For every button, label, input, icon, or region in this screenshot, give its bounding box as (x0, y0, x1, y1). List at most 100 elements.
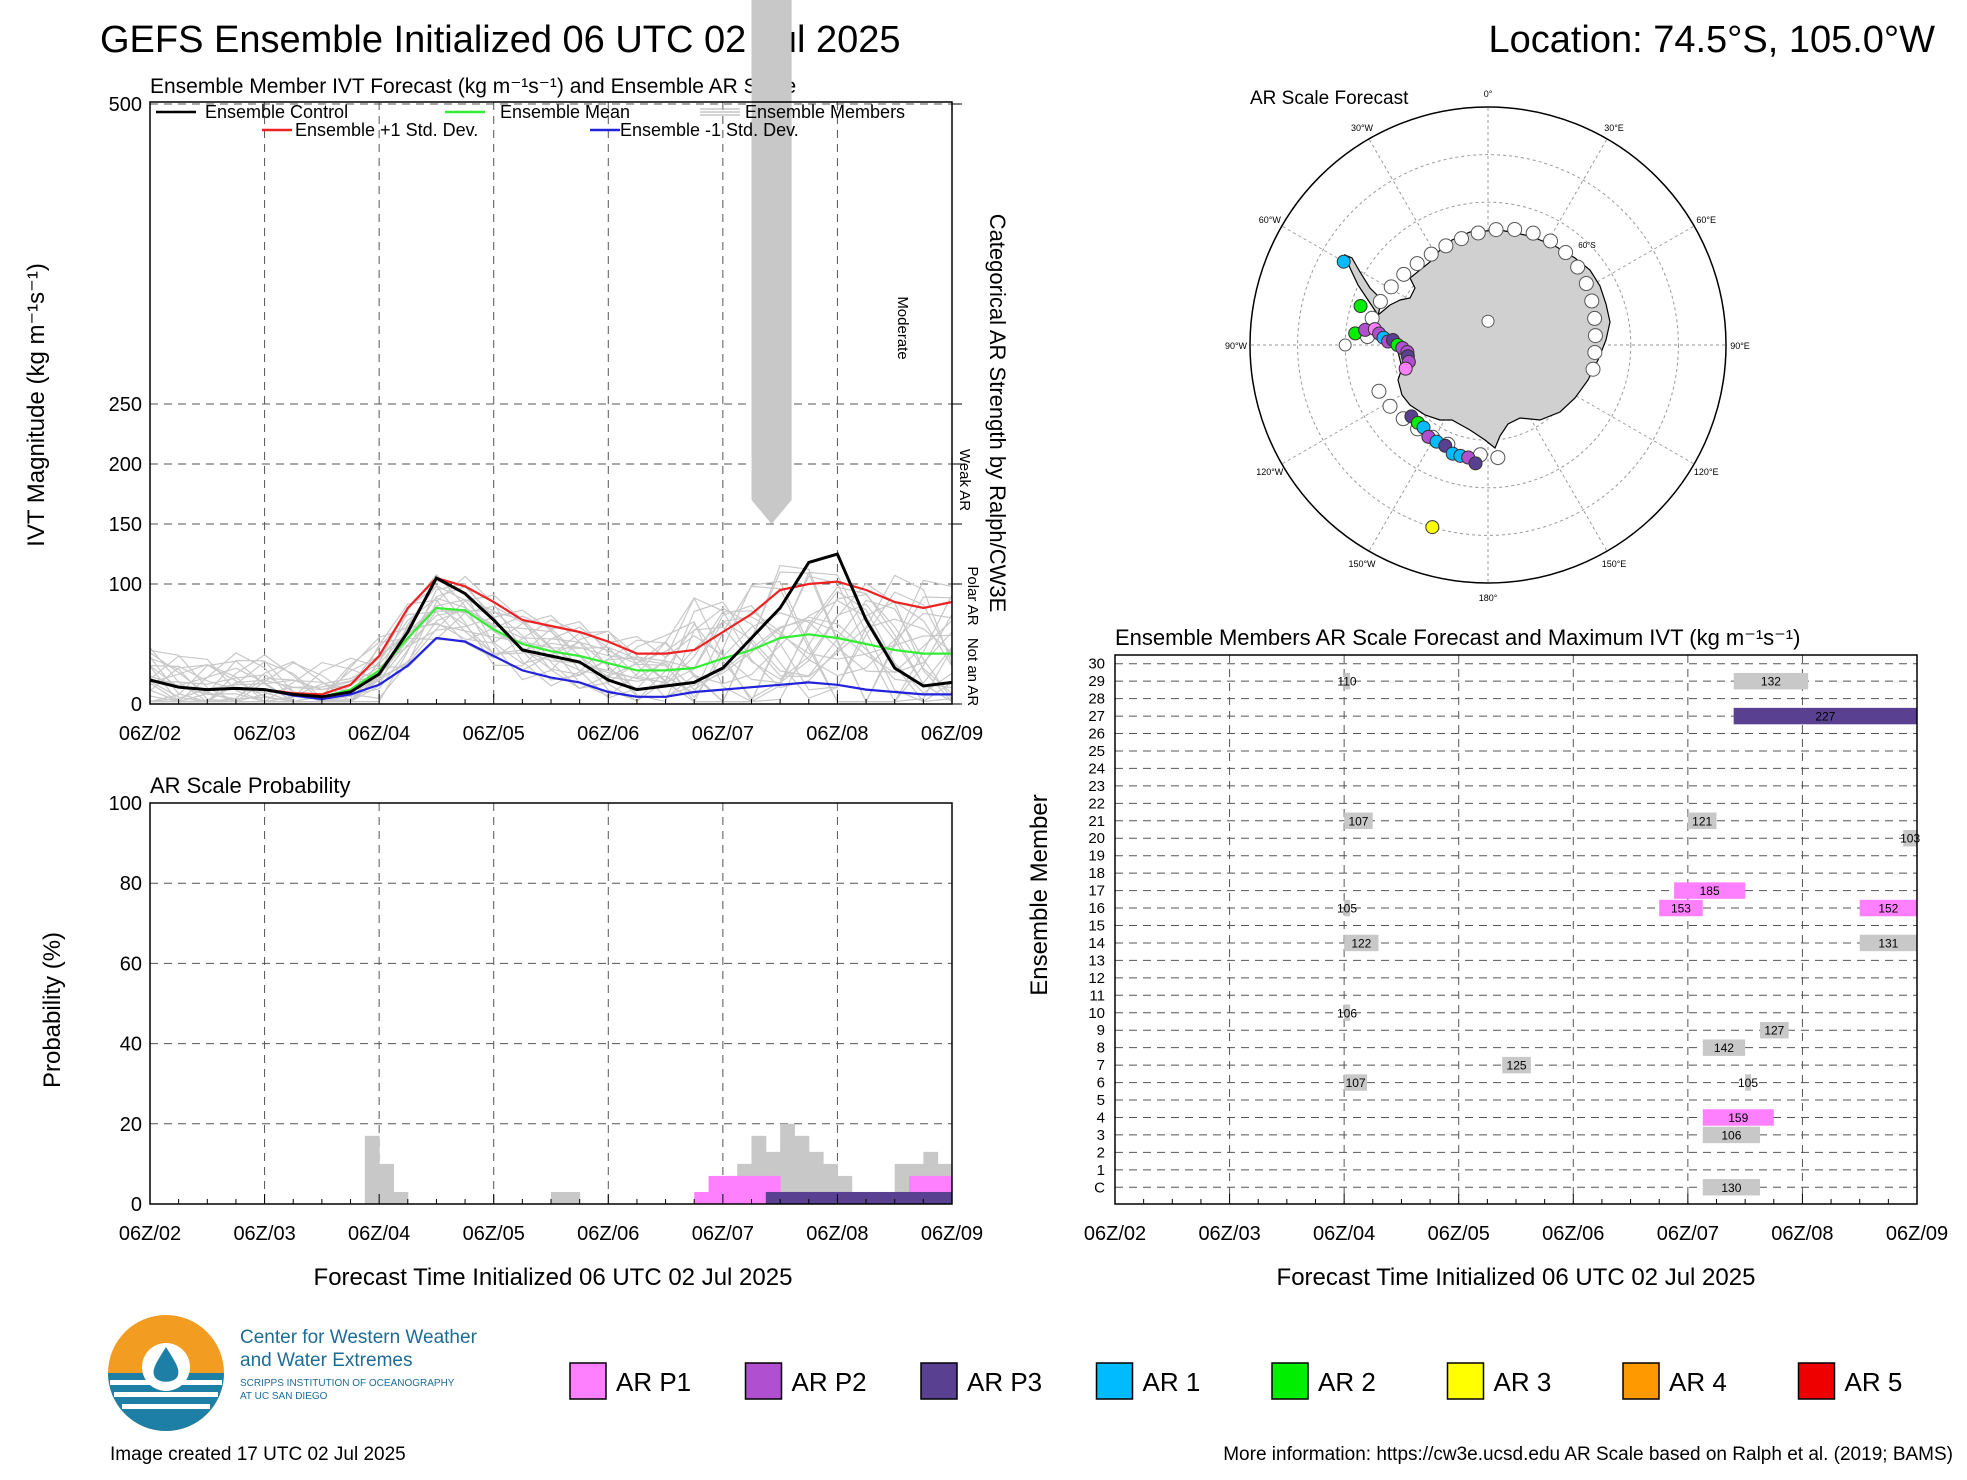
map-marker-not-ar (1490, 450, 1506, 466)
map-marker-not-ar (1585, 361, 1601, 377)
member-ivt-value: 153 (1671, 902, 1691, 916)
series-line-control (149, 552, 953, 699)
prob-bar (851, 1191, 867, 1204)
meridian-line (1281, 225, 1489, 346)
legend-swatch-ar-1 (1095, 1362, 1134, 1400)
legend-label-ar-4: AR 4 (1669, 1367, 1727, 1397)
prob-bar (823, 1191, 838, 1204)
location-label: Location: 74.5°S, 105.0°W (1488, 19, 1935, 61)
ens-row-label: 10 (1088, 1005, 1105, 1022)
ens-row-label: 14 (1088, 935, 1105, 952)
ens-row-label: 23 (1088, 778, 1105, 795)
ens-row-label: 12 (1088, 970, 1105, 987)
ivt-ytick-label: 500 (109, 94, 142, 116)
logo-drop-icon (153, 1347, 179, 1382)
ar-category-label: Weak AR (956, 449, 973, 511)
ens-row-label: 1 (1097, 1162, 1105, 1179)
ens-row-label: 3 (1097, 1127, 1105, 1144)
ens-row-label: 4 (1097, 1109, 1105, 1126)
prob-xtick-label: 06Z/06 (577, 1223, 639, 1245)
ens-row-label: 20 (1088, 830, 1105, 847)
member-ivt-value: 159 (1728, 1111, 1748, 1125)
member-event-bar (1903, 830, 1917, 847)
prob-bar (780, 1123, 795, 1204)
ens-row-label: 17 (1088, 883, 1105, 900)
ivt-ytick-label: 100 (109, 574, 142, 596)
meridian-line (1281, 344, 1489, 465)
member-event-bar (1502, 1056, 1531, 1074)
prob-xtick-label: 06Z/09 (921, 1223, 983, 1245)
longitude-label: 120°W (1256, 467, 1284, 477)
ivt-forecast-panel: Ensemble Member IVT Forecast (kg m⁻¹s⁻¹)… (23, 0, 1010, 745)
ensemble-member-lines (149, 564, 953, 703)
prob-bar (894, 1191, 910, 1204)
logo-line4: AT UC SAN DIEGO (240, 1391, 328, 1402)
cw3e-logo: Center for Western Weather and Water Ext… (108, 1315, 478, 1431)
ens-row-label: 7 (1097, 1057, 1105, 1074)
prob-bar (780, 1191, 795, 1204)
probability-title: AR Scale Probability (150, 773, 351, 798)
legend-label-control: Ensemble Control (205, 102, 348, 122)
map-marker-not-ar (1382, 398, 1398, 414)
map-marker-not-ar (1383, 279, 1399, 295)
member-event-bar (1659, 899, 1703, 917)
member-ivt-value: 105 (1738, 1076, 1758, 1090)
prob-ytick-label: 60 (120, 953, 142, 975)
prob-xtick-label: 06Z/08 (806, 1223, 868, 1245)
member-event-bar (1733, 707, 1917, 725)
member-ivt-value: 131 (1878, 936, 1898, 950)
ens-row-label: 11 (1089, 987, 1105, 1004)
prob-bar (565, 1191, 581, 1204)
ens-row-label: 28 (1088, 691, 1105, 708)
member-ivt-value: 103 (1900, 832, 1920, 846)
ensemble-member-line (149, 610, 953, 703)
legend-swatch-ar-3 (1446, 1362, 1485, 1400)
ens-row-label: 29 (1088, 673, 1105, 690)
ivt-xtick-label: 06Z/08 (806, 723, 868, 745)
legend-label-minus: Ensemble -1 Std. Dev. (620, 120, 799, 140)
ivt-xtick-label: 06Z/09 (921, 723, 983, 745)
legend-swatch-ar-2 (1271, 1362, 1309, 1400)
latitude-circle (1297, 154, 1679, 536)
prob-ytick-label: 20 (120, 1114, 142, 1136)
ensemble-member-line (149, 597, 953, 703)
ens-xtick-label: 06Z/03 (1198, 1223, 1260, 1245)
latitude-label: 60°S (1578, 241, 1595, 250)
info-note: More information: https://cw3e.ucsd.edu … (1223, 1444, 1953, 1465)
ivt-ytick-label: 200 (109, 454, 142, 476)
ens-row-label: 22 (1088, 795, 1105, 812)
longitude-label: 180° (1479, 593, 1498, 603)
prob-bar (751, 1175, 767, 1204)
member-event-bar (1733, 672, 1809, 690)
member-ivt-value: 107 (1348, 814, 1368, 828)
member-event-bar (1344, 934, 1379, 952)
ens-xtick-label: 06Z/02 (1084, 1223, 1146, 1245)
legend-label-ar-3: AR 3 (1494, 1367, 1552, 1397)
ens-row-label: 9 (1097, 1022, 1105, 1039)
ens-row-label: 15 (1088, 918, 1105, 935)
ens-row-label: 8 (1097, 1040, 1105, 1057)
legend-label-members: Ensemble Members (745, 102, 905, 122)
longitude-label: 0° (1484, 89, 1493, 99)
legend-label-ar-p3: AR P3 (967, 1367, 1042, 1397)
ivt-legend: Ensemble Control Ensemble Mean Ensemble Me… (156, 102, 905, 140)
prob-xtick-label: 06Z/03 (233, 1223, 295, 1245)
prob-ytick-label: 100 (109, 793, 142, 815)
map-marker-not-ar (1570, 259, 1586, 275)
member-ivt-value: 122 (1351, 936, 1371, 950)
map-marker-not-ar (1481, 314, 1495, 328)
prob-bar (694, 1191, 710, 1204)
prob-xtick-label: 06Z/02 (119, 1223, 181, 1245)
member-ivt-value: 107 (1346, 1076, 1366, 1090)
map-marker-not-ar (1438, 238, 1454, 254)
map-marker-not-ar (1372, 294, 1388, 310)
meridian-line (1487, 344, 1608, 552)
longitude-label: 90°E (1730, 341, 1750, 351)
ivt-xtick-label: 06Z/02 (119, 723, 181, 745)
ensemble-title: Ensemble Members AR Scale Forecast and M… (1115, 625, 1800, 650)
ens-row-label: 21 (1088, 813, 1105, 830)
ivt-ytick-label: 250 (109, 394, 142, 416)
member-ivt-value: 121 (1692, 814, 1712, 828)
legend-swatch-ar-4 (1622, 1362, 1660, 1400)
ensemble-member-line (149, 582, 953, 703)
